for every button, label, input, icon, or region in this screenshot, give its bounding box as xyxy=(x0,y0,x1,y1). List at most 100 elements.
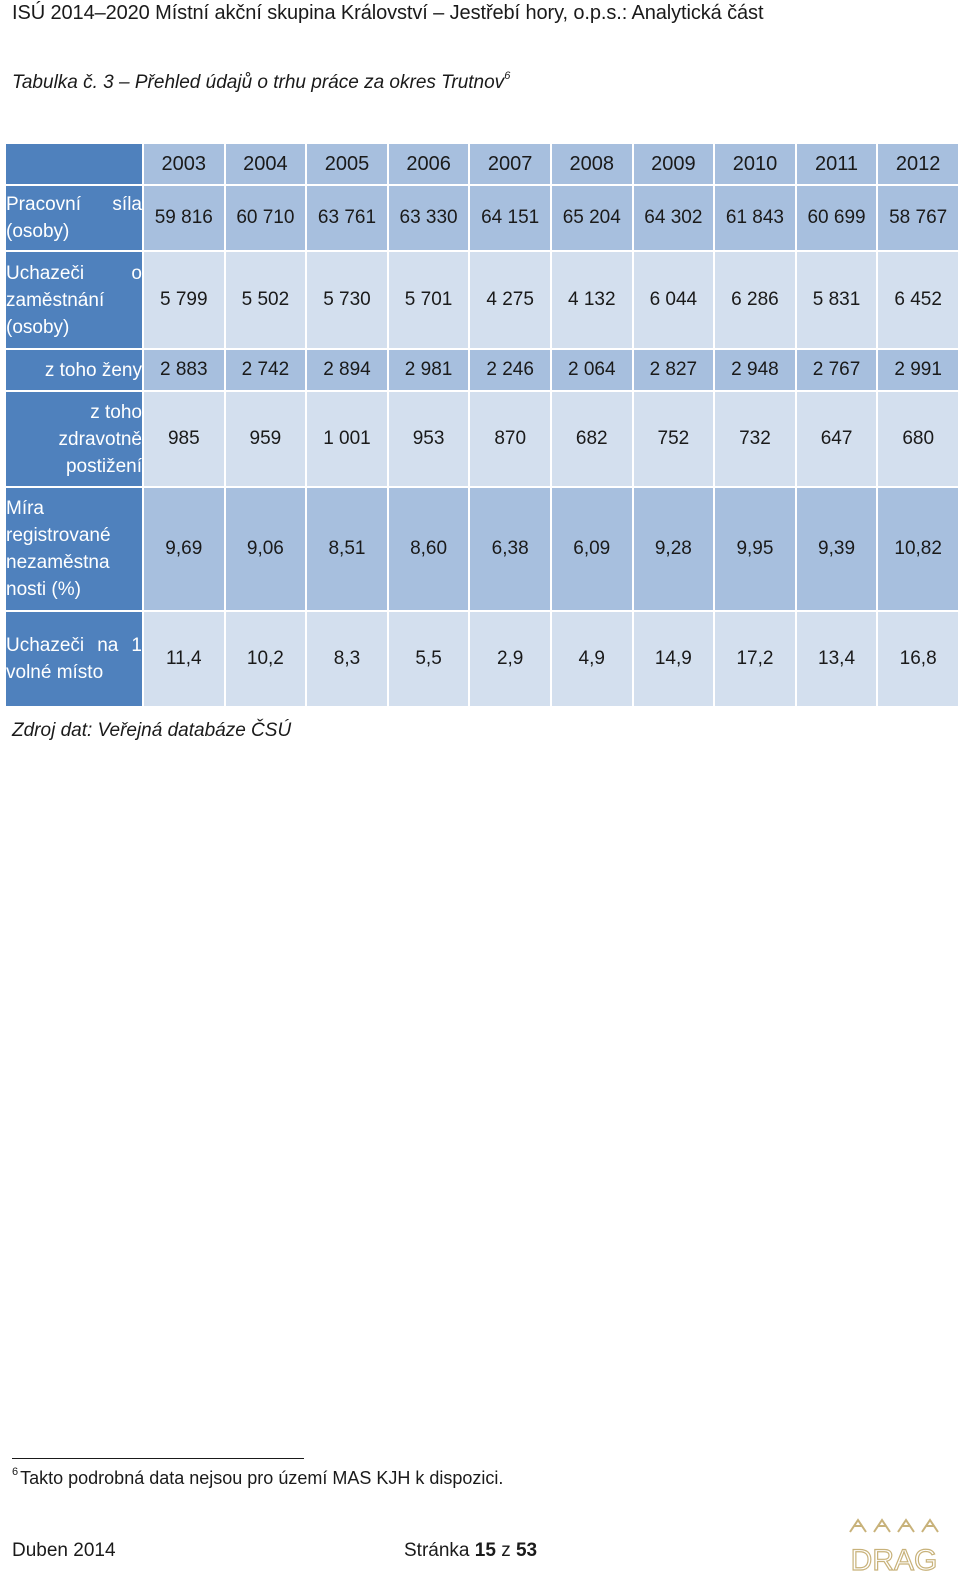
running-header: ISÚ 2014–2020 Místní akční skupina Králo… xyxy=(12,2,764,24)
year-header: 2011 xyxy=(796,144,877,184)
year-header: 2003 xyxy=(144,144,224,184)
year-header: 2008 xyxy=(551,144,632,184)
row-label: Míra registrované nezaměstna nosti (%) xyxy=(6,488,142,610)
table-cell: 9,95 xyxy=(715,488,795,610)
table-corner xyxy=(6,144,142,184)
table-row: Pracovní síla (osoby) 59 816 60 710 63 7… xyxy=(6,186,958,250)
table-cell: 2 883 xyxy=(144,350,224,390)
table-cell: 4 275 xyxy=(470,252,550,348)
table-cell: 2 948 xyxy=(715,350,795,390)
table-cell: 5 730 xyxy=(307,252,387,348)
table-cell: 59 816 xyxy=(144,186,224,250)
table-cell: 65 204 xyxy=(551,186,632,250)
table-cell: 2 742 xyxy=(225,350,306,390)
table-cell: 60 699 xyxy=(796,186,877,250)
footer-date: Duben 2014 xyxy=(12,1540,116,1561)
table-cell: 682 xyxy=(551,392,632,486)
table-cell: 4 132 xyxy=(551,252,632,348)
table-cell: 16,8 xyxy=(878,612,958,706)
table-cell: 6,09 xyxy=(551,488,632,610)
data-source-note: Zdroj dat: Veřejná databáze ČSÚ xyxy=(12,720,292,741)
table-row: z toho ženy 2 883 2 742 2 894 2 981 2 24… xyxy=(6,350,958,390)
table-cell: 9,28 xyxy=(633,488,714,610)
table-row: z toho zdravotně postižení 985 959 1 001… xyxy=(6,392,958,486)
table-cell: 14,9 xyxy=(633,612,714,706)
logo-mark xyxy=(897,1518,915,1533)
table-cell: 60 710 xyxy=(225,186,306,250)
footnote-divider xyxy=(12,1458,304,1459)
table-cell: 5,5 xyxy=(388,612,469,706)
year-header: 2010 xyxy=(715,144,795,184)
row-label: z toho ženy xyxy=(6,350,142,390)
table-cell: 647 xyxy=(796,392,877,486)
table-cell: 58 767 xyxy=(878,186,958,250)
page-current: 15 xyxy=(474,1540,496,1561)
logo-mark xyxy=(921,1518,939,1533)
footnote-number: 6 xyxy=(12,1466,19,1478)
logo-mark xyxy=(873,1518,891,1533)
table-row: Uchazeči na 1 volné místo 11,4 10,2 8,3 … xyxy=(6,612,958,706)
table-cell: 2 894 xyxy=(307,350,387,390)
year-header: 2007 xyxy=(470,144,550,184)
table-cell: 732 xyxy=(715,392,795,486)
page-total: 53 xyxy=(515,1540,538,1561)
table-cell: 959 xyxy=(225,392,306,486)
year-header: 2006 xyxy=(388,144,469,184)
table-cell: 985 xyxy=(144,392,224,486)
table-cell: 11,4 xyxy=(144,612,224,706)
table-cell: 5 701 xyxy=(388,252,469,348)
table-cell: 6,38 xyxy=(470,488,550,610)
caption-text: Tabulka č. 3 – Přehled údajů o trhu prác… xyxy=(12,72,505,93)
table-cell: 6 452 xyxy=(878,252,958,348)
table-cell: 2 246 xyxy=(470,350,550,390)
table-row: Uchazeči o zaměstnání (osoby) 5 799 5 50… xyxy=(6,252,958,348)
year-header: 2012 xyxy=(878,144,958,184)
year-header: 2005 xyxy=(307,144,387,184)
table-cell: 5 799 xyxy=(144,252,224,348)
page-prefix: Stránka xyxy=(404,1540,470,1561)
table-cell: 2 064 xyxy=(551,350,632,390)
table-cell: 6 286 xyxy=(715,252,795,348)
table-cell: 10,2 xyxy=(225,612,306,706)
table-cell: 9,39 xyxy=(796,488,877,610)
year-header: 2004 xyxy=(225,144,306,184)
table-cell: 5 502 xyxy=(225,252,306,348)
table-cell: 870 xyxy=(470,392,550,486)
table-cell: 8,51 xyxy=(307,488,387,610)
page-number: Stránka 15 z 53 xyxy=(404,1540,537,1562)
table-cell: 9,69 xyxy=(144,488,224,610)
table-cell: 64 151 xyxy=(470,186,550,250)
row-label: z toho zdravotně postižení xyxy=(6,392,142,486)
table-cell: 13,4 xyxy=(796,612,877,706)
caption-footnote-ref: 6 xyxy=(504,70,511,82)
logo-text: DRAG xyxy=(851,1544,938,1577)
table-caption: Tabulka č. 3 – Přehled údajů o trhu prác… xyxy=(12,70,511,94)
table-cell: 9,06 xyxy=(225,488,306,610)
table-cell: 2 991 xyxy=(878,350,958,390)
table-cell: 63 761 xyxy=(307,186,387,250)
footnote: 6 Takto podrobná data nejsou pro území MA… xyxy=(12,1466,504,1489)
table-cell: 953 xyxy=(388,392,469,486)
table-cell: 1 001 xyxy=(307,392,387,486)
table-cell: 64 302 xyxy=(633,186,714,250)
table-cell: 8,3 xyxy=(307,612,387,706)
labour-market-table: 2003 2004 2005 2006 2007 2008 2009 2010 … xyxy=(4,142,960,708)
table-cell: 2 767 xyxy=(796,350,877,390)
logo-mark xyxy=(849,1518,867,1533)
table-cell: 61 843 xyxy=(715,186,795,250)
table-cell: 2,9 xyxy=(470,612,550,706)
row-label: Pracovní síla (osoby) xyxy=(6,186,142,250)
table-cell: 10,82 xyxy=(878,488,958,610)
table-cell: 63 330 xyxy=(388,186,469,250)
table-row: Míra registrované nezaměstna nosti (%) 9… xyxy=(6,488,958,610)
table-cell: 6 044 xyxy=(633,252,714,348)
table-cell: 8,60 xyxy=(388,488,469,610)
table-cell: 2 827 xyxy=(633,350,714,390)
table-cell: 752 xyxy=(633,392,714,486)
footnote-text: Takto podrobná data nejsou pro území MAS… xyxy=(20,1468,504,1488)
table-cell: 680 xyxy=(878,392,958,486)
table-cell: 17,2 xyxy=(715,612,795,706)
row-label: Uchazeči na 1 volné místo xyxy=(6,612,142,706)
table-cell: 4,9 xyxy=(551,612,632,706)
row-label: Uchazeči o zaměstnání (osoby) xyxy=(6,252,142,348)
